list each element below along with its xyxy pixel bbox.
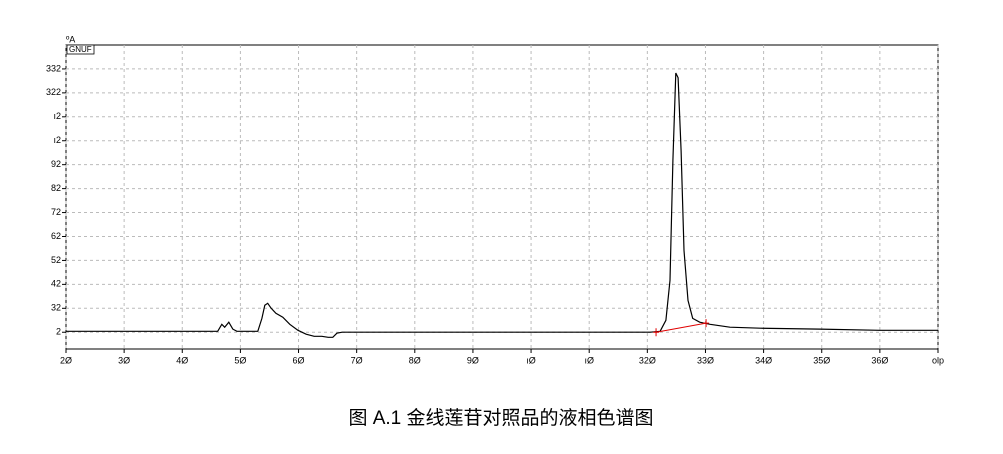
x-tick-label: 3Ø — [118, 355, 130, 365]
baseline-marker — [653, 328, 660, 337]
x-tick-label: olp — [932, 355, 944, 365]
y-tick-label: 322 — [46, 87, 61, 97]
y-tick-label: 32 — [51, 303, 61, 313]
y-tick-label: ı2 — [53, 135, 61, 145]
x-tick-label: 4Ø — [176, 355, 188, 365]
y-tick-label: 72 — [51, 207, 61, 217]
x-tick-label: 5Ø — [234, 355, 246, 365]
x-tick-label: 9Ø — [467, 355, 479, 365]
y-tick-label: 52 — [51, 255, 61, 265]
x-tick-label: 33Ø — [697, 355, 714, 365]
legend-box — [66, 44, 95, 55]
plot-frame — [65, 44, 939, 350]
x-tick-label: 6Ø — [293, 355, 305, 365]
x-tick-label: 7Ø — [351, 355, 363, 365]
integration-baseline — [655, 322, 707, 333]
x-tick-label: ıØ — [584, 355, 594, 365]
y-tick-label: 332 — [46, 63, 61, 73]
y-tick-label: 42 — [51, 279, 61, 289]
legend-text: GNUF — [69, 45, 92, 54]
x-tick-label: 36Ø — [871, 355, 888, 365]
x-tick-label: 32Ø — [639, 355, 656, 365]
chromatogram-line — [66, 72, 938, 338]
x-tick-label: ıØ — [526, 355, 536, 365]
x-tick-label: 35Ø — [813, 355, 830, 365]
y-tick-label: ı2 — [53, 111, 61, 121]
y-unit-label: ºA — [66, 34, 75, 44]
y-tick-label: 92 — [51, 159, 61, 169]
y-tick-label: 2 — [56, 327, 61, 337]
y-tick-label: 62 — [51, 231, 61, 241]
baseline-marker — [703, 319, 710, 328]
chart-title: 图 A.1 金线莲苷对照品的液相色谱图 — [348, 407, 653, 429]
x-tick-label: 34Ø — [755, 355, 772, 365]
x-tick-label: 8Ø — [409, 355, 421, 365]
x-tick-label: 2Ø — [60, 355, 72, 365]
y-tick-label: 82 — [51, 183, 61, 193]
